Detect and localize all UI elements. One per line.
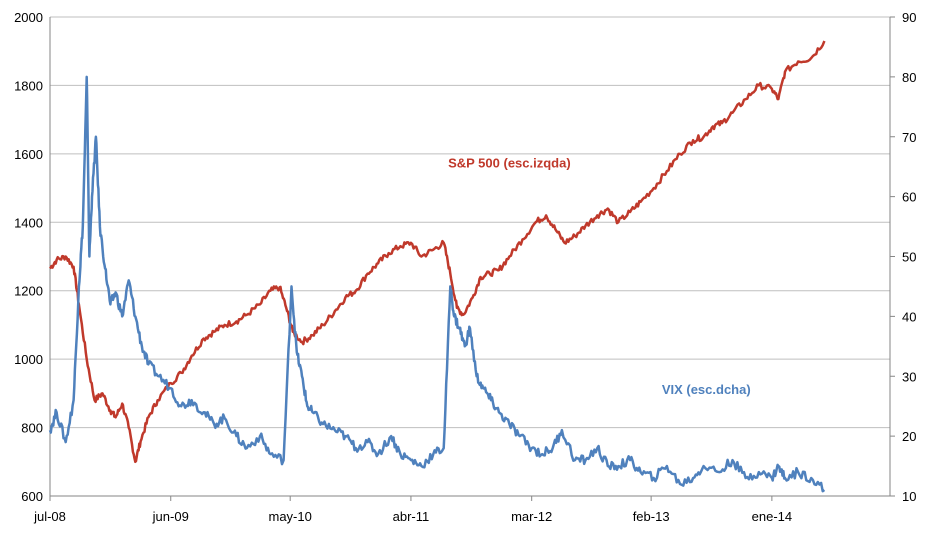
y-left-tick-labels: 600 800 1000 1200 1400 1600 1800 2000: [14, 10, 43, 504]
sp500-label: S&P 500 (esc.izqda): [448, 156, 571, 171]
y-left-tick-label: 1000: [14, 352, 43, 367]
x-tick-label: jun-09: [152, 509, 189, 524]
x-tick-label: feb-13: [633, 509, 670, 524]
y-left-tick-label: 800: [21, 421, 43, 436]
series-lines: [48, 40, 826, 493]
gridlines: [50, 16, 890, 429]
x-tick-label: jul-08: [33, 509, 66, 524]
y-right-tick-labels: 10 20 30 40 50 60 70 80 90: [890, 10, 916, 504]
y-right-tick-label: 40: [902, 309, 916, 324]
y-right-tick-label: 70: [902, 130, 916, 145]
y-left-tick-label: 1200: [14, 284, 43, 299]
y-left-tick-label: 1400: [14, 215, 43, 230]
y-left-tick-label: 2000: [14, 10, 43, 25]
x-tick-label: may-10: [269, 509, 312, 524]
x-tick-label: mar-12: [511, 509, 552, 524]
vix-line: [48, 75, 826, 493]
y-left-tick-label: 600: [21, 489, 43, 504]
sp500-line: [49, 40, 826, 464]
y-left-tick-label: 1600: [14, 147, 43, 162]
y-right-tick-label: 30: [902, 369, 916, 384]
y-right-tick-label: 90: [902, 10, 916, 25]
series-annotations: S&P 500 (esc.izqda) VIX (esc.dcha): [448, 156, 751, 398]
y-right-tick-label: 20: [902, 429, 916, 444]
x-tick-labels: jul-08 jun-09 may-10 abr-11 mar-12 feb-13 ene-…: [33, 496, 792, 524]
y-right-tick-label: 50: [902, 250, 916, 265]
y-left-tick-label: 1800: [14, 78, 43, 93]
vix-label: VIX (esc.dcha): [662, 382, 751, 397]
y-right-tick-label: 80: [902, 70, 916, 85]
y-right-tick-label: 60: [902, 190, 916, 205]
x-tick-label: ene-14: [752, 509, 792, 524]
y-right-tick-label: 10: [902, 489, 916, 504]
x-tick-label: abr-11: [393, 509, 430, 524]
